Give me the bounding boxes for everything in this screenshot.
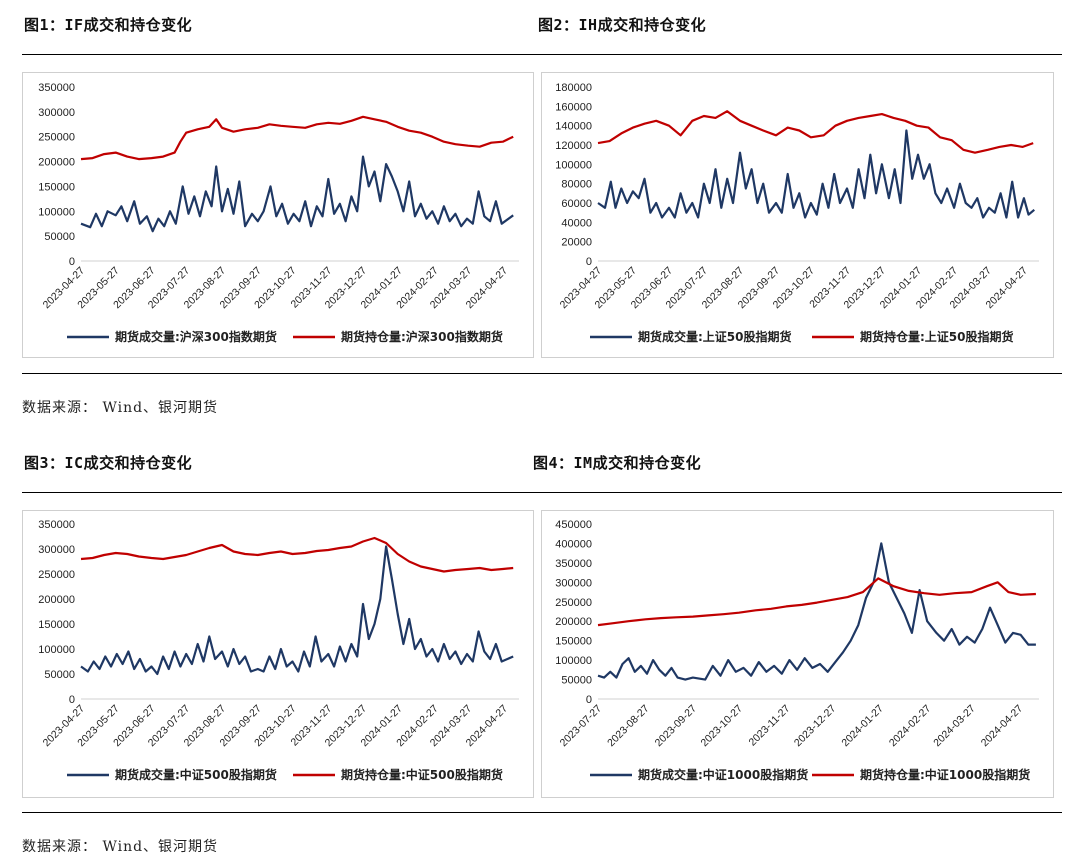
y-tick-label: 160000 — [555, 101, 592, 113]
y-tick-label: 200000 — [38, 157, 75, 169]
middle-rule-1 — [22, 373, 1062, 374]
x-tick-label: 2023-11-27 — [747, 703, 793, 749]
y-tick-label: 100000 — [555, 159, 592, 171]
y-tick-label: 50000 — [44, 669, 75, 681]
figure-2-title: 图2：IH成交和持仓变化 — [538, 16, 707, 34]
x-tick-label: 2023-08-27 — [605, 703, 652, 750]
y-tick-label: 200000 — [38, 594, 75, 606]
y-tick-label: 350000 — [38, 519, 75, 531]
x-tick-label: 2023-09-27 — [653, 703, 700, 750]
y-tick-label: 40000 — [561, 217, 592, 229]
y-tick-label: 300000 — [555, 577, 592, 589]
y-tick-label: 300000 — [38, 107, 75, 119]
y-tick-label: 100000 — [555, 655, 592, 667]
open-interest-series-line — [80, 536, 514, 573]
y-tick-label: 180000 — [555, 82, 592, 94]
x-tick-label: 2023-07-27 — [558, 703, 605, 750]
volume-series-line — [80, 155, 514, 233]
chart-panel-if: 0 50000 100000 150000 200000 250000 300000 3500… — [22, 72, 534, 358]
open-interest-series-line — [80, 115, 514, 161]
y-tick-label: 250000 — [38, 569, 75, 581]
x-tick-label: 2023-12-27 — [792, 703, 839, 750]
legend-label: 期货成交量:沪深300指数期货 — [115, 329, 277, 344]
y-tick-label: 350000 — [38, 82, 75, 94]
x-tick-label: 2024-04-27 — [979, 703, 1026, 750]
open-interest-series-line — [597, 110, 1034, 154]
legend-label: 期货成交量:中证1000股指期货 — [638, 767, 808, 782]
y-tick-label: 120000 — [555, 140, 592, 152]
x-tick-label: 2024-03-27 — [931, 703, 978, 750]
volume-series-line — [80, 545, 514, 676]
im-volume-oi-chart: 0 50000 100000 150000 200000 250000 300000 3500… — [555, 519, 1039, 782]
legend-label: 期货成交量:中证500股指期货 — [115, 767, 277, 782]
y-tick-label: 20000 — [561, 237, 592, 249]
volume-series-line — [597, 129, 1036, 219]
figure-1-title: 图1：IF成交和持仓变化 — [24, 16, 193, 34]
x-tick-label: 2023-10-27 — [699, 703, 746, 750]
y-tick-label: 0 — [586, 256, 592, 268]
legend-label: 期货成交量:上证50股指期货 — [638, 329, 792, 344]
x-tick-label: 2024-01-27 — [839, 703, 886, 750]
bottom-rule — [22, 812, 1062, 813]
y-tick-label: 80000 — [561, 179, 592, 191]
y-tick-label: 140000 — [555, 121, 592, 133]
data-source-note-2: 数据来源： Wind、银河期货 — [22, 839, 219, 855]
chart-panel-ic: 0 50000 100000 150000 200000 250000 300000 3500… — [22, 510, 534, 798]
legend-label: 期货持仓量:中证500股指期货 — [341, 767, 503, 782]
y-tick-label: 50000 — [561, 675, 592, 687]
data-source-note-1: 数据来源： Wind、银河期货 — [22, 400, 219, 416]
y-tick-label: 300000 — [38, 544, 75, 556]
y-tick-label: 60000 — [561, 198, 592, 210]
y-tick-label: 450000 — [555, 519, 592, 531]
y-tick-label: 200000 — [555, 616, 592, 628]
y-tick-label: 350000 — [555, 558, 592, 570]
x-tick-label: 2024-02-27 — [887, 703, 934, 750]
open-interest-series-line — [597, 577, 1036, 627]
y-tick-label: 0 — [69, 256, 75, 268]
y-tick-label: 100000 — [38, 644, 75, 656]
chart-panel-ih: 0 20000 40000 60000 80000 100000 120000 140000 1… — [541, 72, 1054, 358]
legend-label: 期货持仓量:中证1000股指期货 — [860, 767, 1030, 782]
y-tick-label: 0 — [586, 694, 592, 706]
y-tick-label: 150000 — [38, 619, 75, 631]
ic-volume-oi-chart: 0 50000 100000 150000 200000 250000 300000 3500… — [38, 519, 519, 782]
y-tick-label: 150000 — [38, 181, 75, 193]
legend-label: 期货持仓量:上证50股指期货 — [860, 329, 1014, 344]
figure-3-title: 图3：IC成交和持仓变化 — [24, 454, 193, 472]
y-tick-label: 0 — [69, 694, 75, 706]
y-tick-label: 100000 — [38, 206, 75, 218]
y-tick-label: 400000 — [555, 538, 592, 550]
chart-panel-im: 0 50000 100000 150000 200000 250000 300000 3500… — [541, 510, 1054, 798]
figure-4-title: 图4：IM成交和持仓变化 — [533, 454, 702, 472]
middle-rule-2 — [22, 492, 1062, 493]
if-volume-oi-chart: 0 50000 100000 150000 200000 250000 300000 3500… — [38, 82, 519, 344]
y-tick-label: 250000 — [38, 132, 75, 144]
y-tick-label: 50000 — [44, 231, 75, 243]
legend-label: 期货持仓量:沪深300指数期货 — [341, 329, 503, 344]
ih-volume-oi-chart: 0 20000 40000 60000 80000 100000 120000 140000 1… — [555, 82, 1039, 344]
volume-series-line — [597, 542, 1036, 681]
y-tick-label: 250000 — [555, 597, 592, 609]
y-tick-label: 150000 — [555, 636, 592, 648]
top-rule — [22, 54, 1062, 55]
